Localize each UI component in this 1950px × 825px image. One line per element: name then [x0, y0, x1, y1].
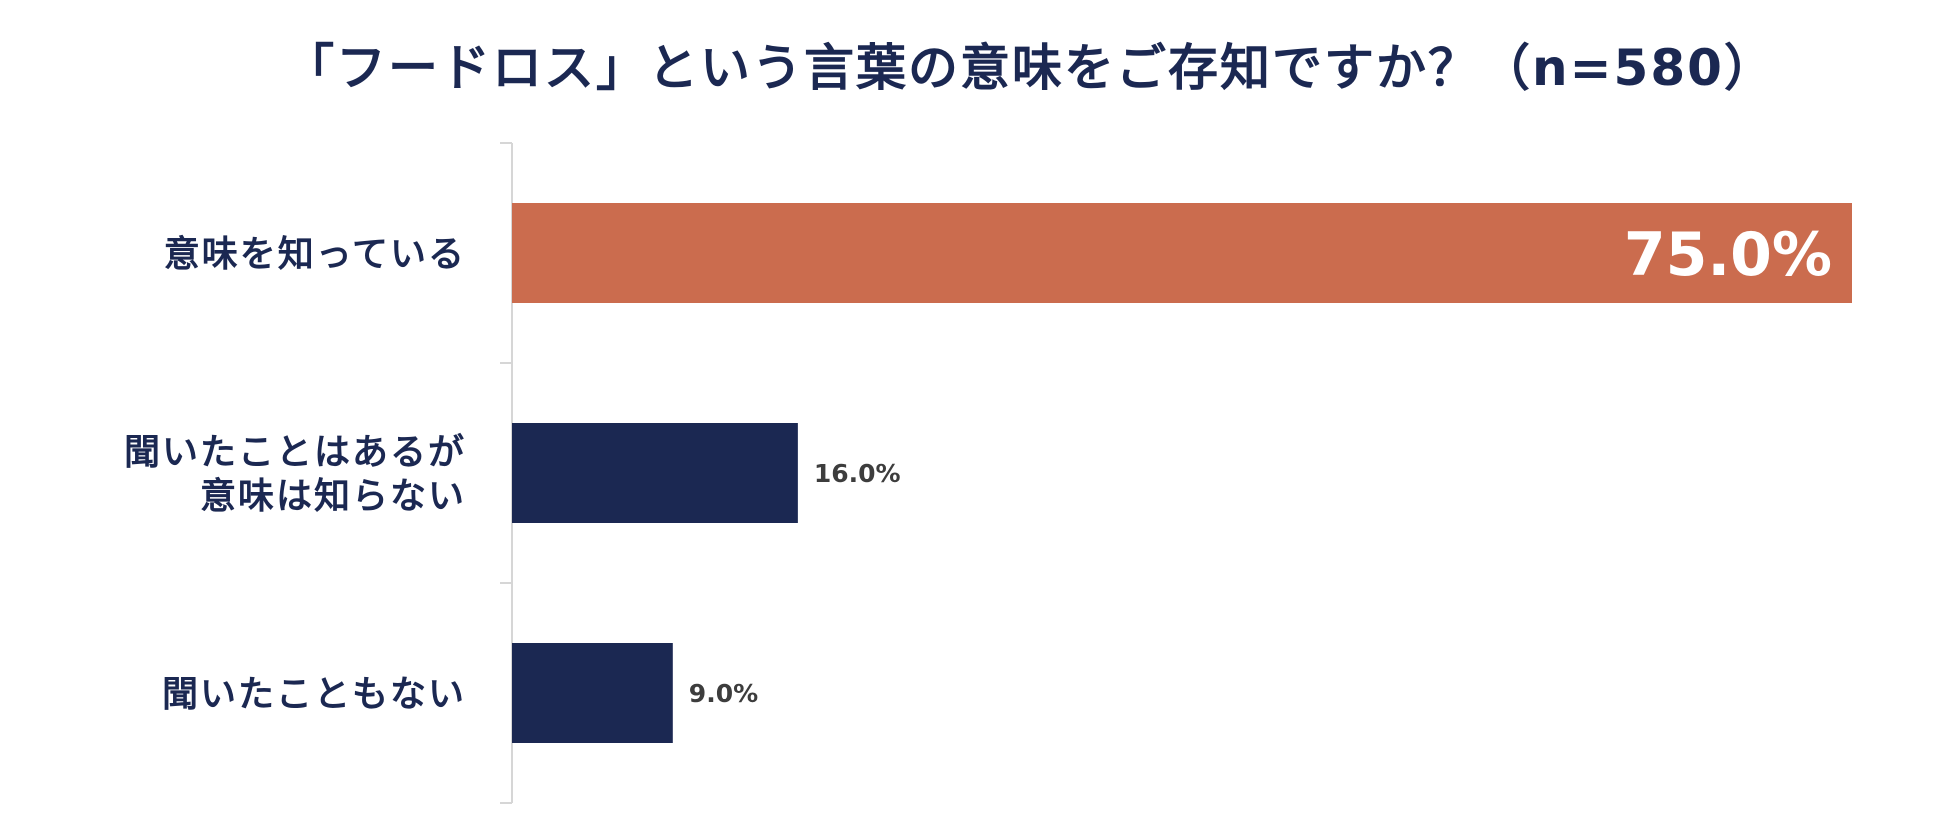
value-label-2: 16.0% — [814, 459, 901, 488]
axis-layer — [500, 142, 513, 804]
category-label-3-line-1: 聞いたこともない — [162, 674, 466, 715]
chart-title-text: 「フードロス」という言葉の意味をご存知ですか？（n=580） — [284, 39, 1776, 97]
category-label-2-line-1: 聞いたことはあるが — [124, 432, 466, 473]
bars-layer — [512, 203, 1852, 743]
bar-2 — [512, 423, 798, 523]
value-label-3: 9.0% — [689, 679, 758, 708]
value-label-1: 75.0% — [1624, 220, 1832, 290]
chart-title: 「フードロス」という言葉の意味をご存知ですか？（n=580） — [0, 28, 1950, 100]
bar-3 — [512, 643, 673, 743]
category-label-1-line-1: 意味を知っている — [164, 234, 466, 275]
bar-1 — [512, 203, 1852, 303]
category-label-2-line-2: 意味は知らない — [200, 476, 466, 517]
